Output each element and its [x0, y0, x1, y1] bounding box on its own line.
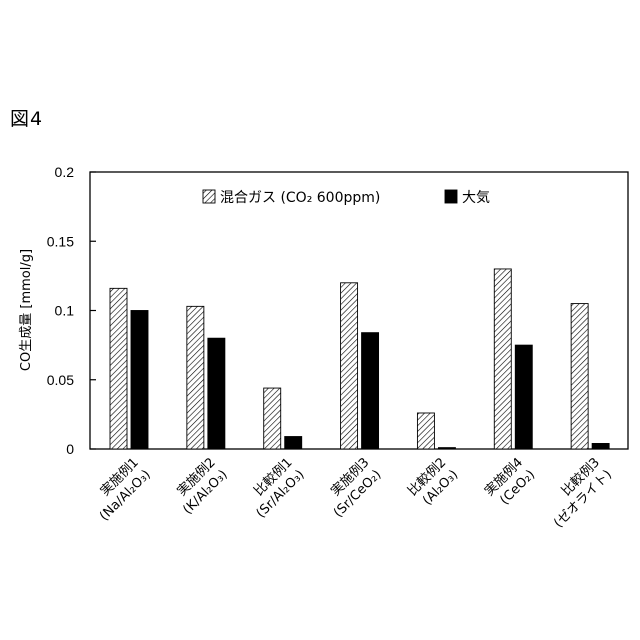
bar-atmosphere	[131, 311, 148, 450]
bar-atmosphere	[438, 448, 455, 449]
y-axis-label: CO生成量 [mmol/g]	[19, 249, 34, 371]
legend-swatch-atmosphere	[445, 190, 457, 203]
legend: 混合ガス (CO₂ 600ppm) 大気	[203, 190, 490, 206]
category-label: 実施例1(Na/Al₂O₃)	[84, 455, 154, 525]
y-tick-label: 0.15	[47, 233, 74, 249]
category-label: 実施例3(Sr/CeO₂)	[318, 455, 384, 521]
bar-mixed-gas	[494, 269, 511, 449]
bar-atmosphere	[285, 437, 302, 449]
legend-label-atmosphere: 大気	[462, 190, 490, 206]
bar-mixed-gas	[110, 288, 127, 449]
bar-atmosphere	[362, 333, 379, 449]
bar-atmosphere	[208, 338, 225, 449]
category-label: 比較例2(Al₂O₃)	[405, 455, 461, 511]
y-tick-label: 0	[66, 441, 74, 457]
plot-area-frame	[90, 172, 628, 449]
y-tick-label: 0.1	[55, 303, 75, 319]
bar-mixed-gas	[264, 388, 281, 449]
y-axis: 0 0.05 0.1 0.15 0.2	[47, 164, 96, 457]
bar-mixed-gas	[571, 304, 588, 449]
bar-group	[110, 269, 609, 449]
bar-mixed-gas	[341, 283, 358, 449]
category-label: 実施例4(CeO₂)	[481, 455, 538, 512]
y-tick-label: 0.2	[55, 164, 75, 180]
bar-atmosphere	[592, 443, 609, 449]
legend-swatch-mixed-gas	[203, 190, 215, 203]
x-axis-labels: 実施例1(Na/Al₂O₃)実施例2(K/Al₂O₃)比較例1(Sr/Al₂O₃…	[84, 455, 615, 531]
category-label: 比較例1(Sr/Al₂O₃)	[242, 455, 308, 521]
bar-atmosphere	[515, 345, 532, 449]
category-label: 実施例2(K/Al₂O₃)	[168, 455, 231, 518]
bar-mixed-gas	[417, 413, 434, 449]
y-tick-label: 0.05	[47, 372, 74, 388]
category-label: 比較例3(ゼオライト)	[539, 455, 615, 531]
legend-label-mixed-gas: 混合ガス (CO₂ 600ppm)	[220, 190, 380, 206]
bar-mixed-gas	[187, 306, 204, 449]
